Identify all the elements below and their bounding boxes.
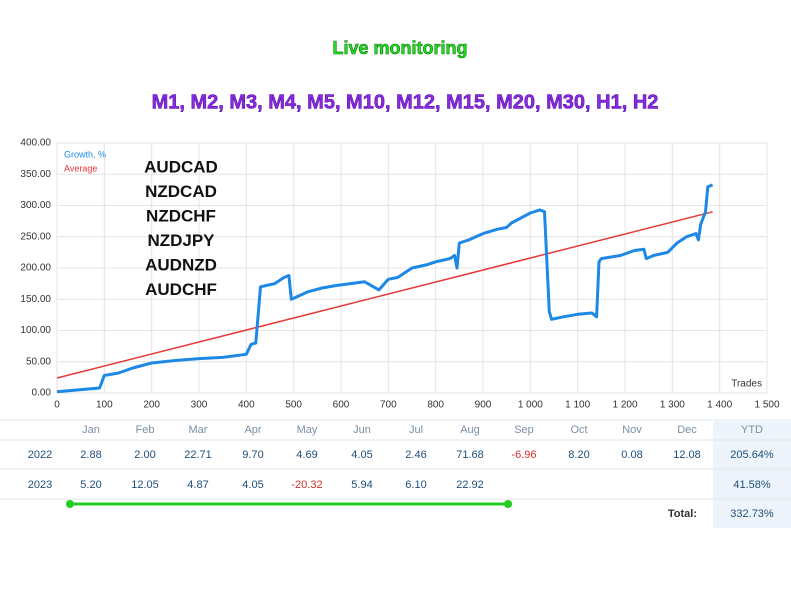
total-value: 332.73% xyxy=(730,508,774,520)
highlight-dot xyxy=(66,500,74,508)
x-tick-label: 1 000 xyxy=(518,400,543,411)
x-tick-label: 200 xyxy=(143,400,160,411)
table-cell: -6.96 xyxy=(511,449,536,461)
table-cell: 2.00 xyxy=(134,449,155,461)
table-cell: 5.94 xyxy=(351,479,372,491)
table-cell: 4.69 xyxy=(296,449,317,461)
table-cell: -20.32 xyxy=(291,479,322,491)
row-year: 2022 xyxy=(28,449,52,461)
column-header: Sep xyxy=(514,424,534,436)
y-tick-label: 350.00 xyxy=(20,169,51,180)
y-tick-label: 200.00 xyxy=(20,263,51,274)
column-header: Feb xyxy=(136,424,155,436)
table-cell: 6.10 xyxy=(405,479,426,491)
table-cell: 12.05 xyxy=(131,479,159,491)
table-cell: 0.08 xyxy=(621,449,642,461)
x-tick-label: 600 xyxy=(333,400,350,411)
table-cell: 41.58% xyxy=(733,479,771,491)
y-tick-label: 250.00 xyxy=(20,231,51,242)
table-cell: 4.05 xyxy=(242,479,263,491)
y-tick-label: 50.00 xyxy=(26,356,51,367)
annotation: AUDCAD xyxy=(144,157,218,176)
page-title: Live monitoring xyxy=(333,38,468,58)
table-cell: 2.88 xyxy=(80,449,101,461)
annotation: NZDJPY xyxy=(147,231,215,250)
total-label: Total: xyxy=(668,508,697,520)
y-tick-label: 100.00 xyxy=(20,325,51,336)
x-tick-label: 300 xyxy=(191,400,208,411)
ytd-column xyxy=(713,420,791,528)
table-cell: 5.20 xyxy=(80,479,101,491)
x-tick-label: 700 xyxy=(380,400,397,411)
table-cell: 4.87 xyxy=(187,479,208,491)
series-line xyxy=(56,183,714,394)
y-tick-label: 150.00 xyxy=(20,294,51,305)
series-line xyxy=(56,211,713,379)
x-tick-label: 1 300 xyxy=(660,400,685,411)
annotation: NZDCAD xyxy=(145,182,217,201)
x-tick-label: 900 xyxy=(475,400,492,411)
x-tick-label: 0 xyxy=(54,400,60,411)
x-tick-label: 1 400 xyxy=(707,400,732,411)
x-tick-label: 500 xyxy=(285,400,302,411)
table-cell: 22.71 xyxy=(184,449,212,461)
table-cell: 4.05 xyxy=(351,449,372,461)
table-cell: 12.08 xyxy=(673,449,701,461)
table-cell: 205.64% xyxy=(730,449,774,461)
x-tick-label: 100 xyxy=(96,400,113,411)
x-tick-label: 1 100 xyxy=(565,400,590,411)
y-tick-label: 0.00 xyxy=(32,388,52,399)
table-cell: 8.20 xyxy=(568,449,589,461)
column-header: Nov xyxy=(622,424,642,436)
legend-label: Average xyxy=(64,163,97,173)
column-header: Apr xyxy=(244,424,261,436)
column-header: Aug xyxy=(460,424,480,436)
x-tick-label: 1 200 xyxy=(612,400,637,411)
x-tick-label: 400 xyxy=(238,400,255,411)
x-tick-label: 800 xyxy=(427,400,444,411)
column-header: Jun xyxy=(353,424,371,436)
table-cell: 9.70 xyxy=(242,449,263,461)
y-tick-label: 300.00 xyxy=(20,200,51,211)
table-cell: 71.68 xyxy=(456,449,484,461)
row-year: 2023 xyxy=(28,479,52,491)
table-cell: 22.92 xyxy=(456,479,484,491)
table-cell: 2.46 xyxy=(405,449,426,461)
x-axis-label: Trades xyxy=(731,379,762,390)
column-header: Jul xyxy=(409,424,423,436)
page-subtitle: M1, M2, M3, M4, M5, M10, M12, M15, M20, … xyxy=(152,91,659,113)
annotation: AUDCHF xyxy=(145,280,217,299)
legend-label: Growth, % xyxy=(64,149,106,159)
annotation: AUDNZD xyxy=(145,255,217,274)
column-header: Dec xyxy=(677,424,697,436)
highlight-dot xyxy=(504,500,512,508)
column-header: Oct xyxy=(570,424,587,436)
annotation: NZDCHF xyxy=(146,206,216,225)
column-header: May xyxy=(297,424,318,436)
x-tick-label: 1 500 xyxy=(754,400,779,411)
y-tick-label: 400.00 xyxy=(20,138,51,149)
column-header: Mar xyxy=(189,424,208,436)
column-header: YTD xyxy=(741,424,763,436)
column-header: Jan xyxy=(82,424,100,436)
